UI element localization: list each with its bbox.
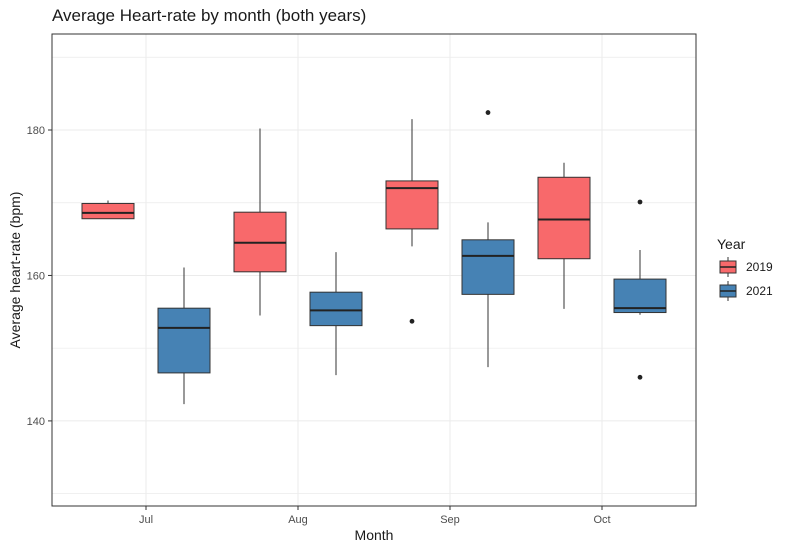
x-tick-label: Sep: [440, 514, 460, 526]
plot-panel-border: [51, 33, 697, 507]
x-tick-label: Jul: [139, 514, 153, 526]
axis-layer: 140 160 180 Jul Aug Sep Oct: [27, 125, 611, 526]
y-tick-label: 140: [27, 416, 45, 428]
box-2021-Aug: [309, 252, 363, 376]
iqr-box: [537, 176, 591, 260]
box-2021-Oct: [613, 199, 667, 380]
legend-title: Year: [717, 236, 746, 252]
iqr-box: [461, 239, 515, 295]
legend-label: 2021: [746, 284, 773, 298]
box-2019-Sep: [385, 119, 439, 324]
x-tick-label: Aug: [288, 514, 308, 526]
box-2019-Oct: [537, 162, 591, 309]
box-2019-Jul: [81, 200, 135, 220]
box-layer: [81, 110, 667, 405]
x-tick-label: Oct: [593, 514, 610, 526]
legend: Year 2019 2021: [717, 236, 773, 301]
box-2021-Jul: [157, 267, 211, 405]
legend-label: 2019: [746, 260, 773, 274]
outlier-point: [637, 199, 643, 205]
iqr-box: [157, 307, 211, 374]
y-axis-title: Average heart-rate (bpm): [7, 192, 23, 349]
iqr-box: [81, 202, 135, 220]
outlier-point: [485, 110, 491, 115]
legend-item-2019: 2019: [719, 257, 773, 277]
y-tick-label: 160: [27, 270, 45, 282]
grid-lines: [52, 34, 696, 506]
outlier-point: [637, 374, 643, 380]
box-2021-Sep: [461, 110, 515, 368]
outlier-point: [409, 318, 415, 324]
x-axis-title: Month: [355, 527, 394, 543]
iqr-box: [613, 278, 667, 314]
legend-item-2021: 2021: [719, 281, 773, 301]
iqr-box: [309, 291, 363, 327]
y-tick-label: 180: [27, 125, 45, 137]
chart-title: Average Heart-rate by month (both years): [52, 6, 367, 25]
box-2019-Aug: [233, 128, 287, 316]
